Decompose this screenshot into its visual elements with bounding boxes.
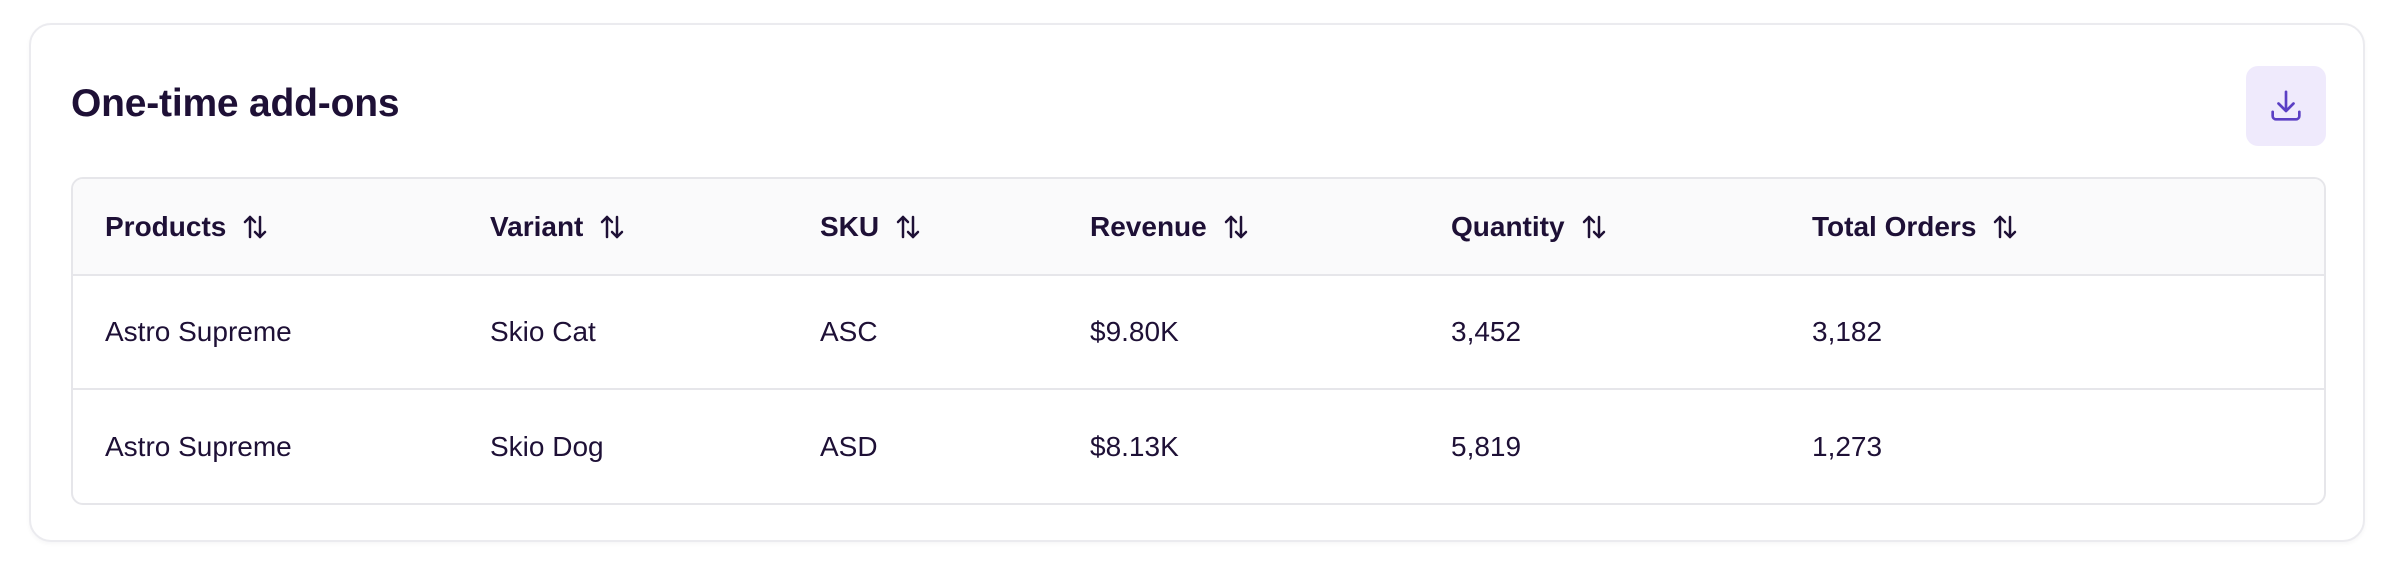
addons-table: Products Variant <box>73 179 2324 503</box>
download-button[interactable] <box>2246 66 2326 146</box>
cell-revenue: $8.13K <box>1090 430 1179 462</box>
cell-product: Astro Supreme <box>105 430 292 462</box>
sort-arrows-icon[interactable] <box>1990 212 2020 242</box>
cell-quantity: 5,819 <box>1451 430 1522 462</box>
column-header-label: Total Orders <box>1812 210 1977 242</box>
sort-arrows-icon[interactable] <box>597 212 627 242</box>
cell-revenue: $9.80K <box>1090 275 1451 390</box>
column-header-label: Products <box>105 210 227 242</box>
column-header-total-orders[interactable]: Total Orders <box>1812 179 2324 276</box>
column-header-label: Quantity <box>1451 210 1565 242</box>
cell-variant: Skio Cat <box>490 275 820 390</box>
cell-sku: ASC <box>820 275 1090 390</box>
addons-table-container: Products Variant <box>71 177 2326 505</box>
cell-sku: ASD <box>820 430 878 462</box>
sort-arrows-icon[interactable] <box>893 212 923 242</box>
column-header-label: Revenue <box>1090 210 1207 242</box>
column-header-variant[interactable]: Variant <box>490 179 820 276</box>
table-row: Astro Supreme Skio Cat ASC $9.80K 3,452 … <box>73 275 2324 390</box>
column-header-label: SKU <box>820 210 880 242</box>
column-header-quantity[interactable]: Quantity <box>1451 179 1812 276</box>
column-header-label: Variant <box>490 210 584 242</box>
column-header-products[interactable]: Products <box>73 179 490 276</box>
sort-arrows-icon[interactable] <box>1221 212 1251 242</box>
sort-arrows-icon[interactable] <box>1579 212 1609 242</box>
cell-quantity: 3,452 <box>1451 275 1812 390</box>
column-header-sku[interactable]: SKU <box>820 179 1090 276</box>
cell-product: Astro Supreme <box>73 275 490 390</box>
one-time-addons-card: One-time add-ons <box>29 23 2365 542</box>
card-title: One-time add-ons <box>71 82 400 125</box>
table-row: Astro Supreme Skio Dog ASD $8.13K 5,819 … <box>73 389 2324 503</box>
cell-total-orders: 1,273 <box>1812 430 1883 462</box>
column-header-revenue[interactable]: Revenue <box>1090 179 1451 276</box>
cell-variant: Skio Dog <box>490 430 604 462</box>
cell-total-orders: 3,182 <box>1812 275 2324 390</box>
sort-arrows-icon[interactable] <box>240 212 270 242</box>
table-header-row: Products Variant <box>73 179 2324 276</box>
download-icon <box>2266 86 2306 126</box>
